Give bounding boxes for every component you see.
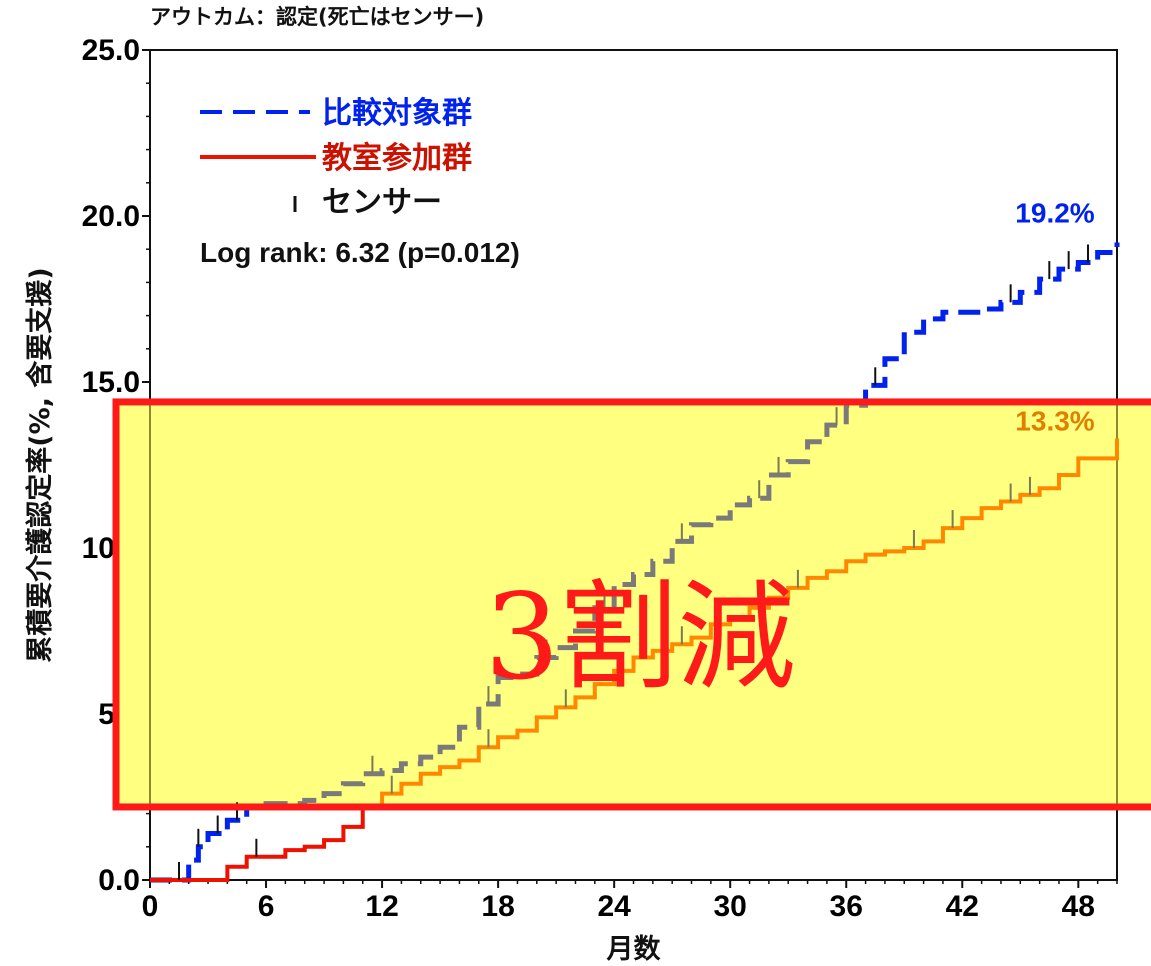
x-tick-label: 0 <box>142 890 159 923</box>
y-axis-label: 累積要介護認定率(%, 含要支援) <box>24 267 56 662</box>
y-tick-label: 20.0 <box>82 200 140 233</box>
x-tick-label: 12 <box>365 890 398 923</box>
end-label-intervention: 13.3% <box>1015 405 1094 436</box>
series-comparison-line-highlighted <box>244 401 869 807</box>
chart-title: アウトカム：認定(死亡はセンサー) <box>150 5 484 29</box>
x-tick-label: 18 <box>481 890 514 923</box>
x-tick-label: 48 <box>1062 890 1095 923</box>
highlight-box-border <box>112 398 1151 811</box>
x-tick-label: 24 <box>597 890 631 923</box>
y-tick-label: 15.0 <box>82 366 140 399</box>
logrank-annotation: Log rank: 6.32 (p=0.012) <box>200 237 520 268</box>
highlight-box-fill <box>116 401 1151 807</box>
x-axis-label: 月数 <box>606 934 662 965</box>
highlight-label: 3割減 <box>484 568 795 706</box>
y-tick-label: 0.0 <box>98 864 140 897</box>
legend-intervention-label: 教室参加群 <box>322 141 472 176</box>
legend-censor-label: センサー <box>322 185 442 220</box>
x-tick-label: 30 <box>714 890 747 923</box>
x-tick-label: 36 <box>830 890 863 923</box>
end-label-comparison: 19.2% <box>1015 198 1094 229</box>
legend-comparison-label: 比較対象群 <box>322 96 472 131</box>
x-tick-label: 6 <box>258 890 275 923</box>
x-tick-label: 42 <box>946 890 979 923</box>
y-tick-label: 25.0 <box>82 34 140 67</box>
